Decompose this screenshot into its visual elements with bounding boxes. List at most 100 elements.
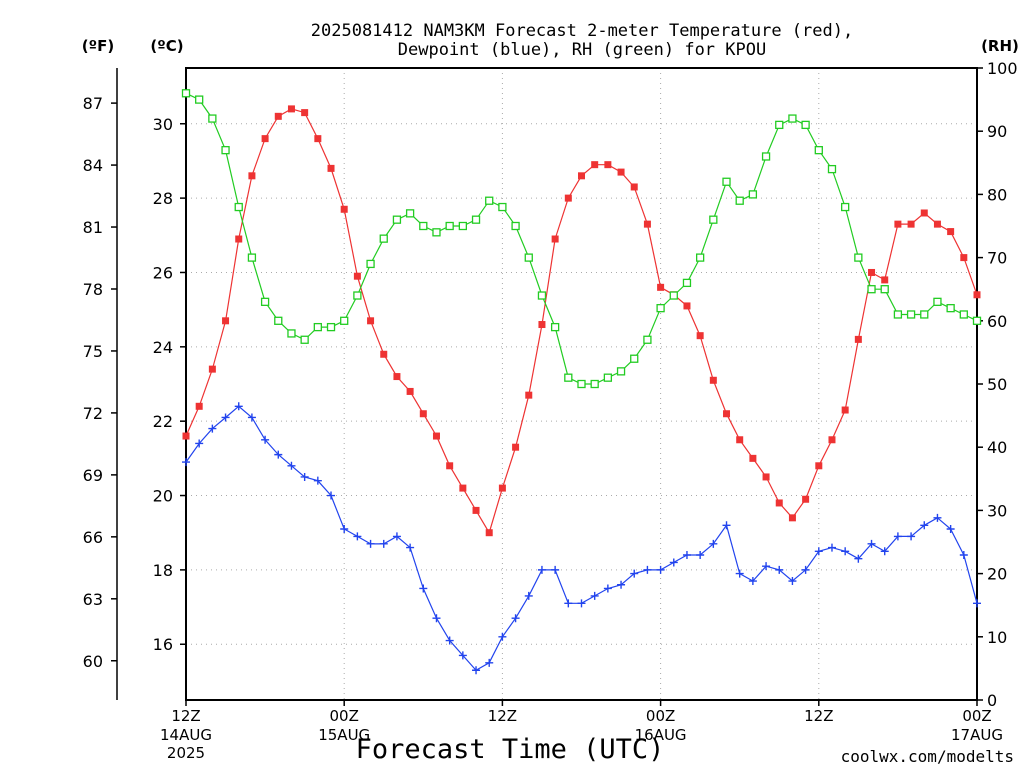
rh-point [959, 310, 968, 319]
rh-tick-label: 30 [987, 501, 1007, 520]
x-tick-label: 00Z [962, 707, 991, 725]
rh-point [972, 316, 982, 325]
dewpoint-point [775, 565, 784, 574]
x-tick-date-label: 14AUG [160, 726, 212, 744]
rh-tick-label: 20 [987, 565, 1007, 584]
dewpoint-point [340, 524, 349, 533]
rh-point [458, 221, 468, 231]
rh-tick-label: 10 [987, 628, 1007, 647]
rh-point [748, 190, 758, 199]
temperature-point [551, 235, 559, 243]
temperature-point [775, 499, 783, 507]
fahrenheit-tick-label: 66 [83, 528, 103, 547]
x-tick-label: 12Z [804, 707, 833, 725]
temperature-point [538, 321, 546, 329]
dewpoint-point [287, 461, 296, 470]
fahrenheit-tick-label: 69 [83, 466, 103, 485]
grid-layer [186, 68, 977, 700]
rh-point [313, 322, 322, 332]
dewpoint-point [485, 658, 494, 667]
rh-point [616, 367, 626, 376]
temperature-point [235, 235, 243, 243]
dewpoint-point [195, 439, 204, 448]
dewpoint-point [261, 435, 270, 444]
rh-point [432, 228, 441, 237]
rh-point [880, 285, 889, 294]
temperature-point [604, 161, 612, 169]
rh-point [590, 379, 599, 389]
rh-point [827, 164, 837, 174]
fahrenheit-tick-label: 60 [83, 652, 103, 671]
temperature-point [287, 105, 295, 113]
dewpoint-point [656, 565, 665, 574]
temperature-point [657, 283, 665, 291]
rh-point [682, 278, 692, 288]
dewpoint-point [208, 424, 217, 433]
x-tick-year-label: 2025 [167, 744, 205, 762]
rh-point [485, 196, 494, 205]
x-tick-label: 12Z [488, 707, 517, 725]
rh-tick-label: 40 [987, 438, 1007, 457]
temperature-point [788, 514, 796, 522]
fahrenheit-unit-label: (ºF) [82, 37, 114, 55]
temperature-point [353, 272, 361, 280]
rh-point [841, 202, 850, 212]
dewpoint-point [682, 551, 691, 560]
temperature-point [208, 365, 216, 373]
rh-point [775, 120, 784, 130]
dewpoint-point [432, 614, 441, 623]
rh-point [208, 114, 217, 123]
dewpoint-point [590, 591, 599, 600]
temperature-point [222, 317, 230, 325]
temperature-point [907, 220, 915, 228]
fahrenheit-tick-label: 78 [83, 280, 103, 299]
dewpoint-point [696, 551, 705, 560]
dewpoint-point [564, 599, 573, 608]
temperature-point [432, 432, 440, 440]
x-tick-date-label: 17AUG [951, 726, 1003, 744]
temperature-point [841, 406, 849, 414]
rh-point [221, 146, 230, 155]
dewpoint-point [247, 413, 256, 422]
temperature-point [802, 495, 810, 503]
rh-point [946, 304, 955, 313]
rh-point [234, 202, 243, 212]
temperature-point [828, 436, 836, 444]
rh-point [643, 335, 652, 344]
temperature-point [512, 443, 520, 451]
rh-point [722, 177, 731, 186]
fahrenheit-tick-label: 63 [83, 590, 103, 609]
rh-point [392, 215, 402, 224]
rh-point [445, 221, 454, 231]
dewpoint-point [182, 458, 190, 467]
dewpoint-point [617, 580, 626, 589]
dewpoint-point [762, 562, 771, 571]
dewpoint-point [537, 565, 546, 574]
x-tick-date-label: 16AUG [635, 726, 687, 744]
dewpoint-point [603, 584, 612, 593]
celsius-tick-label: 20 [153, 487, 173, 506]
dewpoint-point [406, 543, 415, 552]
celsius-tick-label: 22 [153, 412, 173, 431]
rh-point [247, 253, 257, 262]
rh-point [181, 89, 191, 98]
celsius-unit-label: (ºC) [150, 37, 183, 55]
temperature-point [380, 350, 388, 358]
dewpoint-point [854, 554, 863, 563]
temperature-point [485, 529, 493, 537]
rh-point [379, 234, 388, 243]
dewpoint-point [788, 577, 797, 586]
chart-title-line2: Dewpoint (blue), RH (green) for KPOU [398, 40, 766, 60]
dewpoint-point [735, 569, 744, 578]
series-layer [181, 89, 982, 675]
rh-tick-label: 80 [987, 185, 1007, 204]
temperature-point [709, 376, 717, 384]
dewpoint-point [366, 539, 375, 548]
rh-point [353, 291, 362, 300]
rh-point [933, 297, 942, 306]
rh-point [260, 297, 270, 306]
dewpoint-point [274, 450, 283, 459]
temperature-point [472, 506, 480, 514]
rh-point [709, 215, 718, 224]
